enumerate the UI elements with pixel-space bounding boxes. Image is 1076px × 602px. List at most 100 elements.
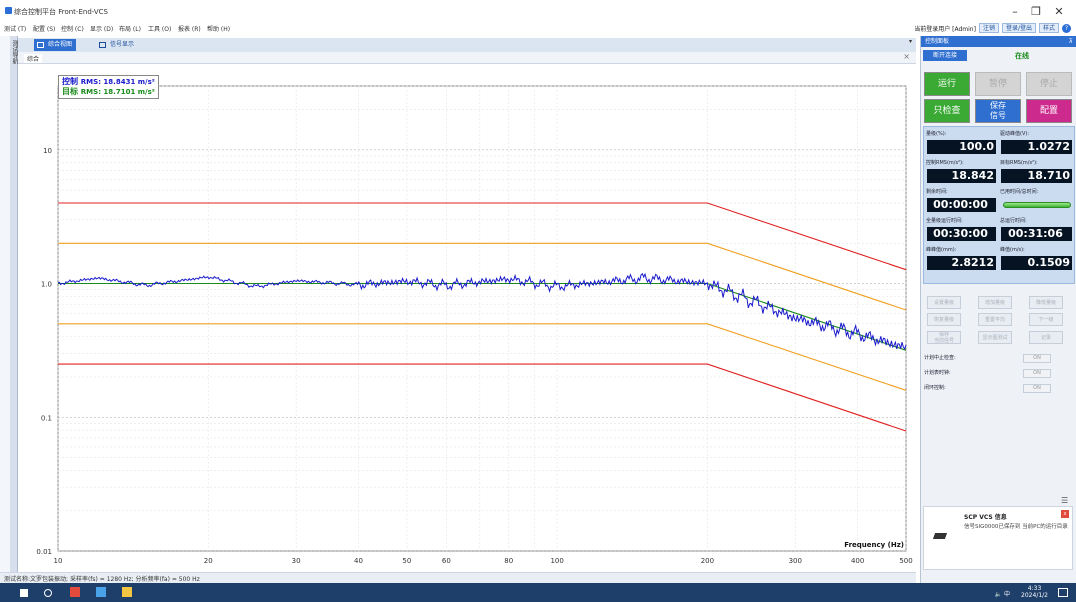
subtab-overview[interactable]: 综合 — [24, 54, 43, 63]
level-label: 量级(%): — [926, 131, 947, 137]
run-button[interactable]: 运行 — [924, 72, 970, 96]
y-tick-label: 10 — [43, 147, 52, 155]
test-navigator-strip[interactable]: 测试导航 — [10, 36, 18, 576]
disconnect-button[interactable]: 断开连接 — [923, 50, 967, 61]
next-level-button[interactable]: 下一级 — [1029, 313, 1063, 326]
save-current-signal-button[interactable]: 保存 当前信号 — [927, 331, 961, 344]
pause-button[interactable]: 暂停 — [975, 72, 1021, 96]
tab-signal-display-label: 信号显示 — [110, 41, 135, 48]
start-icon[interactable] — [20, 589, 28, 597]
x-tick-label: 80 — [504, 557, 513, 565]
overview-icon — [37, 42, 44, 48]
restore-button[interactable]: ❐ — [1031, 5, 1041, 18]
toast-title: SCP VCS 信息 — [964, 514, 1007, 521]
notification-toast[interactable]: SCP VCS 信息 x 信号SIG0000已保存到 当前PC的运行目录 — [923, 506, 1073, 570]
drive-value: 1.0272 — [1001, 140, 1072, 154]
y-tick-label: 0.1 — [41, 414, 52, 422]
plot-frame — [57, 85, 907, 552]
menu-help[interactable]: 帮助 (H) — [207, 26, 231, 33]
option-schedule-clock-toggle[interactable]: ON — [1023, 369, 1051, 378]
set-level-button[interactable]: 设置量级 — [927, 296, 961, 309]
option-closed-loop-toggle[interactable]: ON — [1023, 384, 1051, 393]
option-closed-loop-label: 闭环控制: — [924, 385, 946, 391]
panel-menu-icon[interactable]: ☰ — [1061, 496, 1069, 505]
style-button[interactable]: 样式 — [1038, 23, 1059, 33]
toast-body: 信号SIG0000已保存到 当前PC的运行目录 — [964, 524, 1068, 530]
legend-entry: 控制 RMS: 18.8431 m/s² — [62, 77, 155, 87]
tab-signal-display[interactable]: 信号显示 — [96, 39, 138, 51]
option-abort-check-toggle[interactable]: ON — [1023, 354, 1051, 363]
metrics-box: 量级(%): 驱动峰值(V): 100.0 1.0272 控制RMS(m/s²)… — [923, 126, 1075, 284]
close-view-icon[interactable]: × — [903, 52, 910, 61]
ctrl-rms-value: 18.842 — [927, 169, 996, 183]
decrease-level-button[interactable]: 降低量级 — [1029, 296, 1063, 309]
y-tick-label: 0.01 — [36, 548, 52, 556]
view-tab-bar: 综合视图 信号显示 — [18, 38, 916, 52]
menu-layout[interactable]: 布局 (L) — [119, 26, 141, 33]
record-button[interactable]: 记录 — [1029, 331, 1063, 344]
series-line-lower-abort — [58, 363, 907, 432]
target-rms-label: 目标RMS(m/s²): — [1000, 160, 1038, 166]
menu-test[interactable]: 测试 (T) — [4, 26, 27, 33]
increase-level-button[interactable]: 增加量级 — [978, 296, 1012, 309]
x-tick-label: 300 — [789, 557, 802, 565]
y-tick-label: 1.0 — [41, 281, 52, 289]
notification-icon[interactable] — [1058, 588, 1068, 597]
menu-control[interactable]: 控制 (C) — [61, 26, 84, 33]
stop-button[interactable]: 停止 — [1026, 72, 1072, 96]
drive-label: 驱动峰值(V): — [1000, 131, 1030, 137]
control-panel-title: 控制面板 — [925, 38, 950, 45]
toast-close-icon[interactable]: x — [1061, 510, 1069, 518]
control-panel: ▾ 控制面板 ⊼ 断开连接 在线 运行 暂停 停止 只检查 保存 信号 配置 量… — [909, 36, 1076, 583]
remaining-value: 00:00:00 — [927, 198, 996, 212]
sub-tab-bar: 综合 × — [18, 52, 916, 64]
x-tick-label: 60 — [442, 557, 451, 565]
x-tick-label: 100 — [550, 557, 563, 565]
login-button[interactable]: 登录/登出 — [1001, 23, 1036, 33]
target-rms-value: 18.710 — [1001, 169, 1072, 183]
total-label: 总运行时间: — [1000, 218, 1027, 224]
save-signal-button[interactable]: 保存 信号 — [975, 99, 1021, 123]
fullrun-value: 00:30:00 — [927, 227, 996, 241]
test-navigator-label: 测试导航 — [11, 40, 18, 64]
folder-taskbar-icon[interactable] — [122, 587, 132, 597]
app-taskbar-icon[interactable] — [70, 587, 80, 597]
x-axis-label: Frequency (Hz) — [844, 541, 904, 549]
x-tick-label: 400 — [851, 557, 864, 565]
tab-overview[interactable]: 综合视图 — [34, 39, 77, 51]
x-tick-label: 10 — [54, 557, 63, 565]
tray-icons[interactable]: 🔈 中 — [994, 591, 1010, 598]
pin-icon[interactable]: ⊼ — [1068, 38, 1073, 45]
x-tick-label: 500 — [899, 557, 912, 565]
menu-report[interactable]: 报表 (R) — [178, 26, 201, 33]
vcs-taskbar-icon[interactable] — [96, 587, 106, 597]
menu-tools[interactable]: 工具 (O) — [148, 26, 172, 33]
ctrl-rms-label: 控制RMS(m/s²): — [926, 160, 964, 166]
minimize-button[interactable]: – — [1012, 5, 1018, 18]
logout-button[interactable]: 注销 — [978, 23, 999, 33]
user-info: 当前登录用户 [Admin] 注销 登录/登出 样式 ? — [914, 23, 1071, 33]
close-button[interactable]: ✕ — [1054, 5, 1064, 18]
clock-time: 4:33 — [1027, 585, 1042, 592]
help-icon[interactable]: ? — [1062, 23, 1071, 33]
spectrum-chart[interactable]: 0.01 0.1 1.0 10 10 20 30 40 50 60 80 100 200 300 400 50… — [18, 64, 916, 572]
taskbar: 🔈 中 4:33 2024/1/2 — [0, 583, 1076, 602]
left-gutter — [0, 36, 10, 576]
show-test-button[interactable]: 显示图测试 — [978, 331, 1012, 344]
search-icon[interactable] — [44, 589, 52, 597]
legend-rms-value: RMS: 18.8431 m/s² — [80, 78, 155, 86]
taskbar-clock[interactable]: 4:33 2024/1/2 — [1021, 585, 1048, 599]
menu-display[interactable]: 显示 (D) — [90, 26, 114, 33]
fullrun-label: 全量级运行时间: — [926, 218, 963, 224]
restore-level-button[interactable]: 恢复量级 — [927, 313, 961, 326]
check-only-button[interactable]: 只检查 — [924, 99, 970, 123]
remaining-label: 剩余时间: — [926, 189, 948, 195]
legend-entry: 目标 RMS: 18.7101 m/s² — [62, 87, 155, 97]
x-tick-label: 30 — [292, 557, 301, 565]
peak-disp-label: 峰峰值(mm): — [926, 247, 957, 253]
panel-collapse-icon[interactable]: ▾ — [909, 38, 913, 45]
config-button[interactable]: 配置 — [1026, 99, 1072, 123]
legend-series-name: 目标 — [62, 87, 81, 96]
menu-config[interactable]: 配置 (S) — [33, 26, 56, 33]
reset-average-button[interactable]: 重置平均 — [978, 313, 1012, 326]
